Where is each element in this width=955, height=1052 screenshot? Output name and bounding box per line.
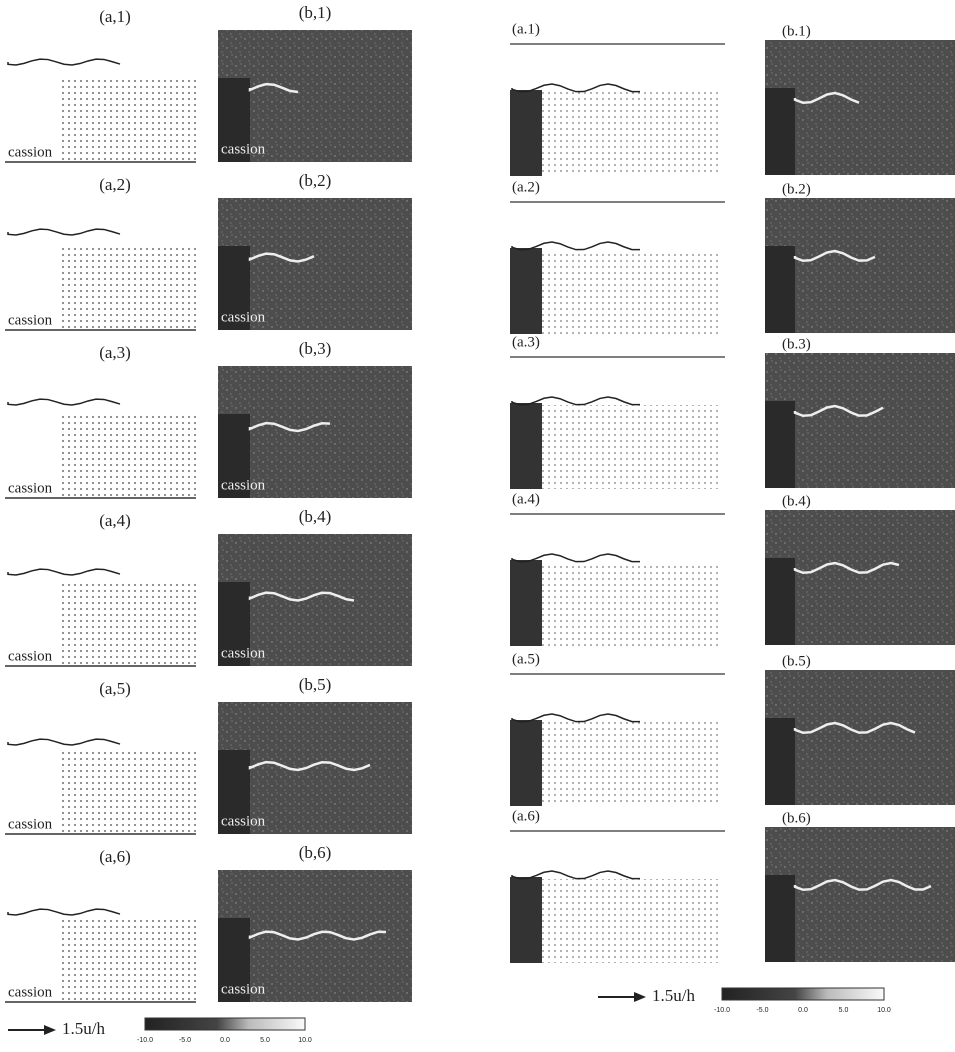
caisson-label: cassion (221, 477, 266, 493)
velocity-field (542, 562, 722, 646)
panel-label: (b,2) (299, 171, 332, 190)
arrow-head (634, 992, 646, 1002)
caisson (765, 875, 795, 962)
caisson (510, 403, 542, 489)
velocity-field (62, 918, 196, 1000)
caisson (510, 877, 542, 963)
panel-label: (a.5) (512, 651, 540, 667)
caisson-label: cassion (221, 813, 266, 829)
caisson-label: cassion (221, 981, 266, 997)
free-surface (512, 242, 640, 250)
free-surface (8, 569, 120, 575)
free-surface (512, 714, 640, 722)
figure: (a,1) (b,1) cassion cassion (a,2) (b,2) cassio… (0, 0, 955, 1052)
panel-label: (b.4) (782, 493, 811, 509)
free-surface (512, 397, 640, 405)
free-surface (8, 909, 120, 915)
panel-label: (a.1) (512, 21, 540, 37)
panel-label: (b.1) (782, 23, 811, 39)
free-surface (8, 739, 120, 745)
free-surface (8, 59, 120, 65)
free-surface (512, 554, 640, 562)
caisson (510, 720, 542, 806)
colorbar-tick: 0.0 (798, 1007, 808, 1014)
velocity-field (62, 750, 196, 832)
colorbar-tick: -5.0 (756, 1007, 768, 1014)
velocity-field (62, 246, 196, 328)
caisson (510, 248, 542, 334)
colorbar-tick: -5.0 (179, 1037, 191, 1044)
free-surface (8, 229, 120, 235)
colorbar-tick: -10.0 (137, 1037, 153, 1044)
velocity-field (542, 92, 722, 176)
caisson-label: cassion (221, 141, 266, 157)
caisson-label: cassion (221, 309, 266, 325)
caisson (510, 560, 542, 646)
panel-label: (b.2) (782, 181, 811, 197)
panel-label: (a,5) (99, 679, 131, 698)
panel-label: (a,4) (99, 511, 131, 530)
colorbar-tick: 5.0 (260, 1037, 270, 1044)
velocity-field (542, 250, 722, 334)
caisson-label: cassion (8, 648, 53, 664)
panel-label: (a.3) (512, 334, 540, 350)
panel-label: (a.4) (512, 491, 540, 507)
panel-label: (a,1) (99, 7, 131, 26)
colorbar-tick: 10.0 (877, 1007, 891, 1014)
panel-label: (a.2) (512, 179, 540, 195)
caisson (765, 246, 795, 333)
caisson (765, 88, 795, 175)
panel-label: (b,4) (299, 507, 332, 526)
panel-label: (b.6) (782, 810, 811, 826)
panel-label: (a.6) (512, 808, 540, 824)
velocity-field (62, 414, 196, 496)
velocity-field (62, 582, 196, 664)
colorbar (722, 988, 884, 1000)
caisson (765, 401, 795, 488)
arrow-label: 1.5u/h (652, 986, 695, 1005)
colorbar-tick: 0.0 (220, 1037, 230, 1044)
velocity-field (62, 78, 196, 160)
arrow-head (44, 1025, 56, 1035)
caisson (765, 558, 795, 645)
caisson (510, 90, 542, 176)
panel-label: (b,5) (299, 675, 332, 694)
panel-label: (b,1) (299, 3, 332, 22)
free-surface (512, 84, 640, 92)
caisson-label: cassion (8, 144, 53, 160)
caisson-label: cassion (8, 984, 53, 1000)
panel-label: (b,3) (299, 339, 332, 358)
caisson-label: cassion (221, 645, 266, 661)
velocity-field (542, 722, 722, 806)
caisson-label: cassion (8, 480, 53, 496)
arrow-label: 1.5u/h (62, 1019, 105, 1038)
caisson-label: cassion (8, 816, 53, 832)
panel-label: (a,6) (99, 847, 131, 866)
panel-label: (b.3) (782, 336, 811, 352)
velocity-field (542, 879, 722, 963)
colorbar-tick: 10.0 (298, 1037, 312, 1044)
panel-label: (a,2) (99, 175, 131, 194)
panel-label: (b.5) (782, 653, 811, 669)
free-surface (512, 871, 640, 879)
caisson (765, 718, 795, 805)
velocity-field (542, 405, 722, 489)
free-surface (8, 399, 120, 405)
caisson-label: cassion (8, 312, 53, 328)
panel-label: (b,6) (299, 843, 332, 862)
colorbar (145, 1018, 305, 1030)
panel-label: (a,3) (99, 343, 131, 362)
colorbar-tick: 5.0 (839, 1007, 849, 1014)
colorbar-tick: -10.0 (714, 1007, 730, 1014)
